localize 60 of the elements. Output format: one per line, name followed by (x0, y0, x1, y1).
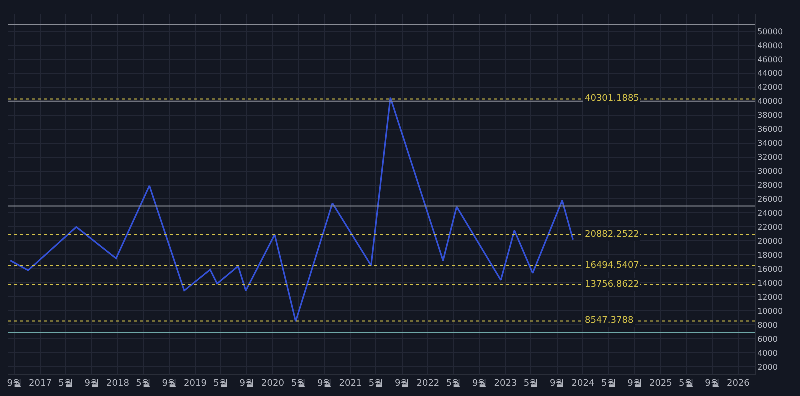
y-tick-label: 2000 (758, 362, 778, 372)
x-tick-label: 5월 (136, 378, 151, 389)
y-tick-label: 16000 (758, 264, 784, 274)
x-tick-label: 9월 (394, 378, 410, 389)
x-tick-label: 2024 (572, 378, 595, 389)
x-tick-label: 9월 (550, 378, 565, 389)
x-tick-label: 2022 (416, 378, 440, 389)
y-tick-label: 42000 (758, 83, 784, 92)
y-tick-label: 26000 (758, 195, 784, 204)
x-tick-label: 2025 (649, 378, 672, 389)
y-tick-label: 36000 (758, 125, 784, 134)
x-tick-label: 9월 (628, 378, 642, 389)
x-tick-label: 5월 (214, 378, 228, 389)
y-tick-label: 34000 (758, 139, 784, 148)
x-tick-label: 9월 (317, 378, 332, 389)
y-tick-label: 50000 (758, 27, 784, 36)
y-tick-label: 8000 (758, 320, 778, 330)
x-tick-label: 5월 (602, 378, 616, 389)
y-tick-label: 40000 (758, 97, 784, 106)
x-tick-label: 5월 (58, 378, 74, 389)
x-tick-label: 5월 (446, 378, 462, 389)
y-tick-label: 28000 (758, 181, 784, 190)
x-tick-label: 5월 (291, 378, 306, 389)
y-tick-label: 12000 (758, 292, 784, 302)
x-tick-label: 2017 (29, 378, 52, 389)
x-tick-label: 2026 (726, 378, 750, 389)
ref-line-label: 8547.3788 (585, 316, 634, 326)
x-tick-label: 2021 (339, 378, 362, 389)
y-tick-label: 4000 (758, 348, 778, 358)
x-tick-label: 9월 (162, 378, 177, 389)
line-series (10, 97, 574, 322)
y-tick-label: 6000 (758, 334, 778, 344)
y-tick-label: 18000 (758, 250, 784, 260)
y-tick-label: 46000 (758, 55, 784, 64)
y-tick-label: 14000 (758, 278, 784, 288)
y-tick-label: 38000 (758, 111, 784, 120)
x-tick-label: 2023 (494, 378, 518, 389)
y-tick-label: 32000 (758, 153, 784, 162)
y-tick-label: 44000 (758, 69, 784, 78)
y-tick-label: 24000 (758, 209, 784, 218)
y-tick-label: 22000 (758, 223, 784, 232)
x-tick-label: 2018 (106, 378, 130, 389)
x-tick-label: 2019 (184, 378, 208, 389)
ref-line-label: 16494.5407 (585, 261, 640, 271)
x-tick-label: 9월 (240, 378, 254, 389)
ref-line-label: 40301.1885 (585, 94, 640, 104)
y-tick-label: 20000 (758, 236, 784, 246)
y-tick-label: 10000 (758, 306, 784, 316)
x-tick-label: 5월 (524, 378, 539, 389)
x-tick-label: 5월 (679, 378, 694, 389)
x-tick-label: 9월 (705, 378, 720, 389)
x-tick-label: 9월 (7, 378, 22, 389)
x-tick-label: 2020 (262, 378, 285, 389)
x-tick-label: 9월 (472, 378, 488, 389)
ref-line-label: 13756.8622 (585, 280, 640, 290)
ref-line-label: 20882.2522 (585, 230, 640, 240)
y-tick-label: 48000 (758, 41, 784, 50)
x-tick-label: 5월 (368, 378, 384, 389)
y-tick-label: 30000 (758, 167, 784, 176)
x-tick-label: 9월 (84, 378, 100, 389)
